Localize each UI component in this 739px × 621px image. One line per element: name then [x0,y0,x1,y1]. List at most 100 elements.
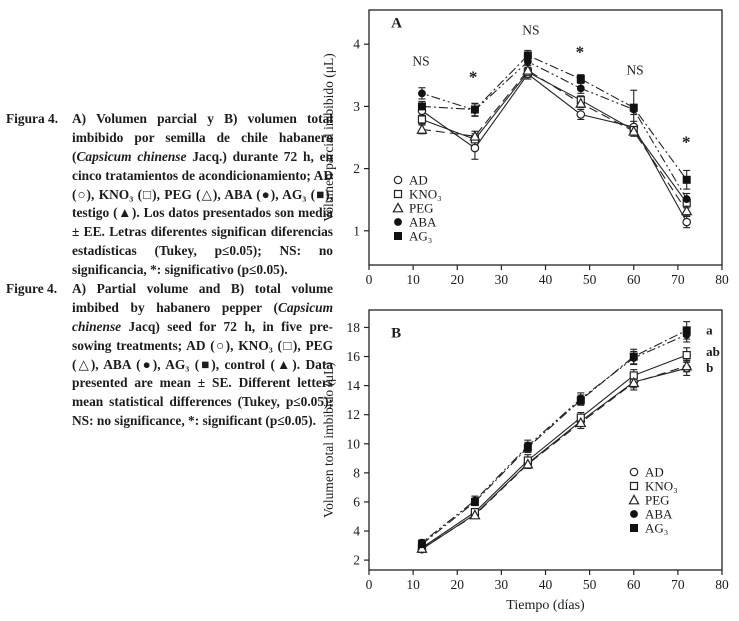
y-tick-label: 16 [347,349,361,364]
data-marker-triangle-open [575,97,587,108]
data-marker-circle-filled [682,195,691,203]
series-line-PEG [421,365,687,549]
data-marker-square-filled [682,326,691,335]
series-line-KNO₃ [421,354,687,549]
series-line-AD [421,367,687,550]
x-tick-label: 40 [539,577,553,592]
data-marker-square-filled [576,75,585,84]
caption-spanish: Figura 4. A) Volumen parcial y B) volume… [6,110,333,280]
data-marker-square-filled [523,443,532,452]
legend-item-AG₃: AG₃ [630,521,668,536]
y-tick-label: 8 [353,465,360,480]
data-marker-square-filled [576,396,585,405]
caption-spanish-label: Figura 4. [6,111,59,126]
data-marker-square-filled [629,103,638,112]
legend-item-PEG: PEG [628,493,670,508]
series-line-ABA [421,60,688,200]
legend-item-AD: AD [629,465,664,480]
data-marker-circle-filled [418,89,426,98]
data-marker-square-filled [523,51,532,60]
annotation-ab: ab [706,344,720,359]
annotation-*: * [682,133,691,152]
data-marker-triangle-open [628,494,640,505]
x-axis-title: Tiempo (días) [506,598,585,613]
data-marker-triangle-open [628,125,640,136]
data-marker-circle-open [576,110,586,119]
legend-item-ABA: ABA [394,215,437,230]
data-marker-circle-open [470,143,480,153]
annotation-NS: NS [412,54,429,69]
caption-spanish-text: A) Volumen parcial y B) volumen total im… [72,111,333,278]
data-marker-square-filled [417,102,426,111]
x-tick-label: 50 [583,577,597,592]
data-marker-square-open [417,115,427,124]
data-marker-square-filled [630,524,638,532]
data-marker-square-filled [417,540,426,549]
caption-english-text: A) Partial volume and B) total volume im… [72,281,333,429]
data-marker-square-open [682,350,691,360]
data-marker-triangle-open [522,458,534,469]
annotation-*: * [576,43,585,62]
annotation-*: * [469,67,478,86]
x-tick-label: 70 [671,272,685,286]
series-line-AG₃ [421,54,688,181]
panel-label: A [391,15,402,31]
y-tick-label: 4 [353,524,360,539]
data-marker-triangle-open [469,130,481,141]
panel-label: B [391,326,401,342]
x-tick-label: 50 [583,272,597,286]
x-tick-label: 30 [495,272,509,286]
data-marker-circle-filled [630,510,638,518]
x-tick-label: 80 [715,272,729,286]
data-marker-circle-open [629,467,639,477]
x-tick-label: 10 [406,577,420,592]
data-marker-square-filled [470,105,479,114]
x-tick-label: 80 [715,577,729,592]
data-marker-triangle-open [681,360,693,371]
y-axis-title: Volumen total imbibido (μL) [321,362,336,518]
y-axis-title: Volumen parcial imbibido (μL) [321,53,336,222]
data-marker-triangle-open [469,509,481,520]
legend-label: PEG [409,201,434,216]
data-marker-circle-open [682,217,692,227]
chart-panel-b: 0 10 20 30 40 50 60 70 80 2 4 6 8 10 12 14 16 18 Volumen t… [321,309,729,613]
legend-label: KNO₃ [409,187,442,202]
legend-item-PEG: PEG [392,201,434,216]
legend-label: AD [409,173,428,188]
series-line-KNO₃ [421,71,688,204]
caption-english: Figure 4. A) Partial volume and B) total… [6,280,333,431]
legend-item-KNO₃: KNO₃ [393,187,442,202]
x-tick-label: 20 [451,577,465,592]
legend-label: ABA [409,215,437,230]
data-marker-circle-filled [576,84,585,93]
legend-item-AD: AD [393,173,428,188]
x-tick-label: 40 [539,272,553,286]
data-marker-square-filled [394,232,402,240]
y-tick-label: 10 [347,436,361,451]
x-tick-label: 20 [451,272,465,286]
x-tick-label: 60 [627,272,641,286]
axis-box [368,309,723,571]
y-tick-label: 2 [353,553,360,568]
data-marker-circle-filled [523,57,532,66]
data-marker-square-filled [629,352,638,361]
legend-label: AD [645,465,664,480]
series-line-ABA [421,334,687,544]
y-tick-label: 14 [347,378,361,393]
legend-label: PEG [645,493,670,508]
annotation-NS: NS [522,23,539,38]
legend-item-ABA: ABA [630,507,673,522]
data-marker-triangle-open [681,205,693,216]
data-marker-triangle-open [522,64,534,75]
x-tick-label: 30 [495,577,509,592]
x-tick-label: 70 [671,577,685,592]
legend-label: AG₃ [645,521,668,536]
data-marker-triangle-open [628,376,640,388]
data-marker-triangle-open [392,202,404,213]
data-marker-circle-open [393,175,403,185]
data-marker-triangle-open [575,416,587,428]
x-tick-label: 10 [406,272,420,286]
series-line-PEG [421,69,688,212]
data-marker-circle-filled [394,218,402,226]
